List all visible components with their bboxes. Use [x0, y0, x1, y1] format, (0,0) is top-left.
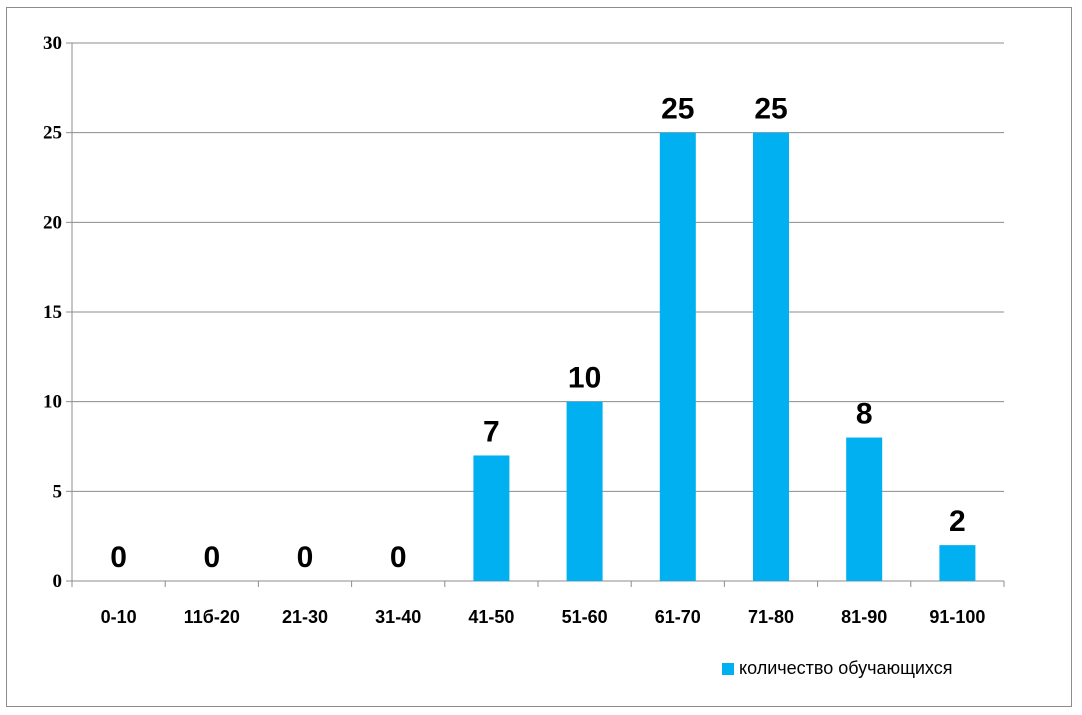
- bar: [846, 437, 883, 581]
- data-label: 2: [949, 505, 966, 538]
- y-tick-label: 10: [43, 392, 62, 413]
- x-tick-label: 21-30: [282, 607, 328, 627]
- y-tick-label: 0: [53, 571, 63, 592]
- x-tick-label: 91-100: [929, 607, 985, 627]
- x-tick-label: 11б-20: [184, 607, 240, 627]
- legend-swatch: [722, 662, 734, 675]
- bar: [939, 545, 976, 581]
- x-tick-label: 71-80: [748, 607, 794, 627]
- data-label: 0: [203, 541, 220, 574]
- x-axis: 0-10 11б-20 21-30 31-40 41-50 51-60 61-70 71-80…: [71, 580, 1005, 627]
- bar: [753, 132, 789, 581]
- data-label: 8: [856, 398, 873, 431]
- bar: [473, 455, 510, 581]
- data-label: 0: [390, 541, 407, 574]
- bars: [473, 132, 976, 581]
- data-label: 0: [110, 541, 127, 574]
- data-label: 25: [661, 93, 694, 126]
- x-tick-label: 61-70: [655, 607, 701, 627]
- x-tick-label: 0-10: [101, 607, 137, 627]
- data-label: 7: [483, 415, 500, 448]
- data-labels: 0 0 0 0 7 10 25 25 8 2: [110, 93, 965, 574]
- x-tick-label: 31-40: [375, 607, 421, 627]
- x-tick-label: 51-60: [562, 607, 608, 627]
- legend: количество обучающихся: [722, 658, 952, 679]
- data-label: 10: [568, 362, 601, 395]
- chart-frame: [6, 7, 1072, 707]
- bar: [659, 132, 696, 581]
- bar: [566, 401, 603, 581]
- x-tick-label: 41-50: [468, 607, 514, 627]
- y-tick-label: 25: [43, 123, 62, 144]
- y-tick-label: 15: [43, 302, 62, 323]
- legend-label: количество обучающихся: [739, 658, 953, 678]
- x-tick-label: 81-90: [841, 607, 887, 627]
- data-label: 0: [297, 541, 314, 574]
- y-tick-label: 30: [43, 33, 62, 54]
- y-tick-label: 5: [53, 481, 63, 502]
- data-label: 25: [754, 93, 787, 126]
- y-tick-label: 20: [43, 212, 62, 233]
- y-axis: 0 5 10 15 20 25 30: [43, 33, 73, 592]
